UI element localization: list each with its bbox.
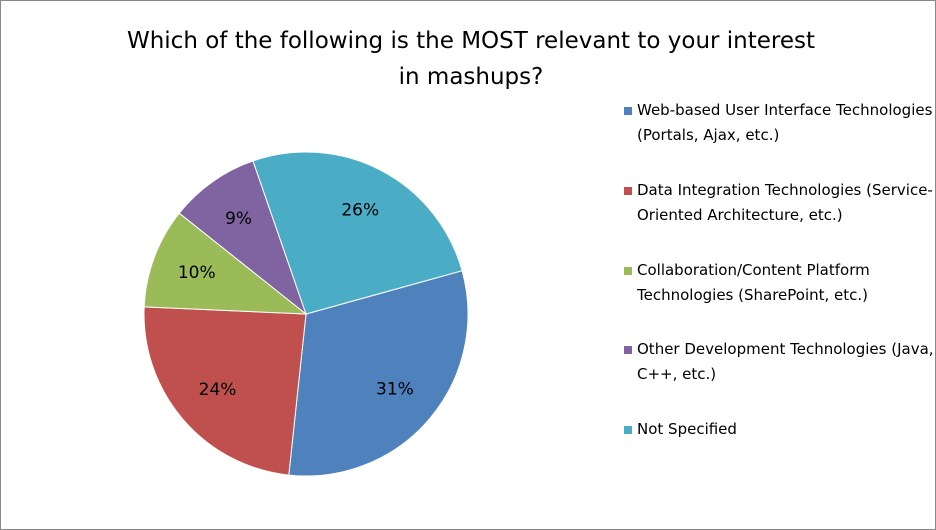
legend-label: Data Integration Technologies (Service-O…: [637, 181, 933, 224]
data-label: 26%: [341, 201, 379, 221]
data-label: 10%: [178, 263, 216, 283]
legend-label: Collaboration/Content Platform Technolog…: [637, 261, 870, 304]
legend-entry: Not Specified: [621, 417, 935, 442]
pie-slice: [288, 270, 469, 477]
pie-slice: [143, 212, 308, 315]
pie-slice: [178, 160, 308, 316]
legend-entry: Other Development Technologies (Java, C+…: [621, 337, 935, 387]
pie-slice: [143, 306, 307, 476]
data-label: 24%: [199, 380, 237, 400]
legend-entry: Web-based User Interface Technologies (P…: [621, 98, 935, 148]
chart-title: Which of the following is the MOST relev…: [126, 28, 816, 90]
legend-entry: Collaboration/Content Platform Technolog…: [621, 258, 935, 308]
legend-swatch: [624, 107, 632, 115]
legend-label: Other Development Technologies (Java, C+…: [637, 340, 934, 383]
legend-swatch: [624, 267, 632, 275]
legend-swatch: [624, 187, 632, 195]
data-label: 9%: [225, 209, 252, 229]
legend-label: Web-based User Interface Technologies (P…: [637, 101, 933, 144]
legend-swatch: [624, 426, 632, 434]
pie-slice: [252, 151, 463, 315]
legend-entry: Data Integration Technologies (Service-O…: [621, 178, 935, 228]
data-label: 31%: [376, 379, 414, 399]
legend-swatch: [624, 346, 632, 354]
legend-label: Not Specified: [637, 420, 737, 438]
